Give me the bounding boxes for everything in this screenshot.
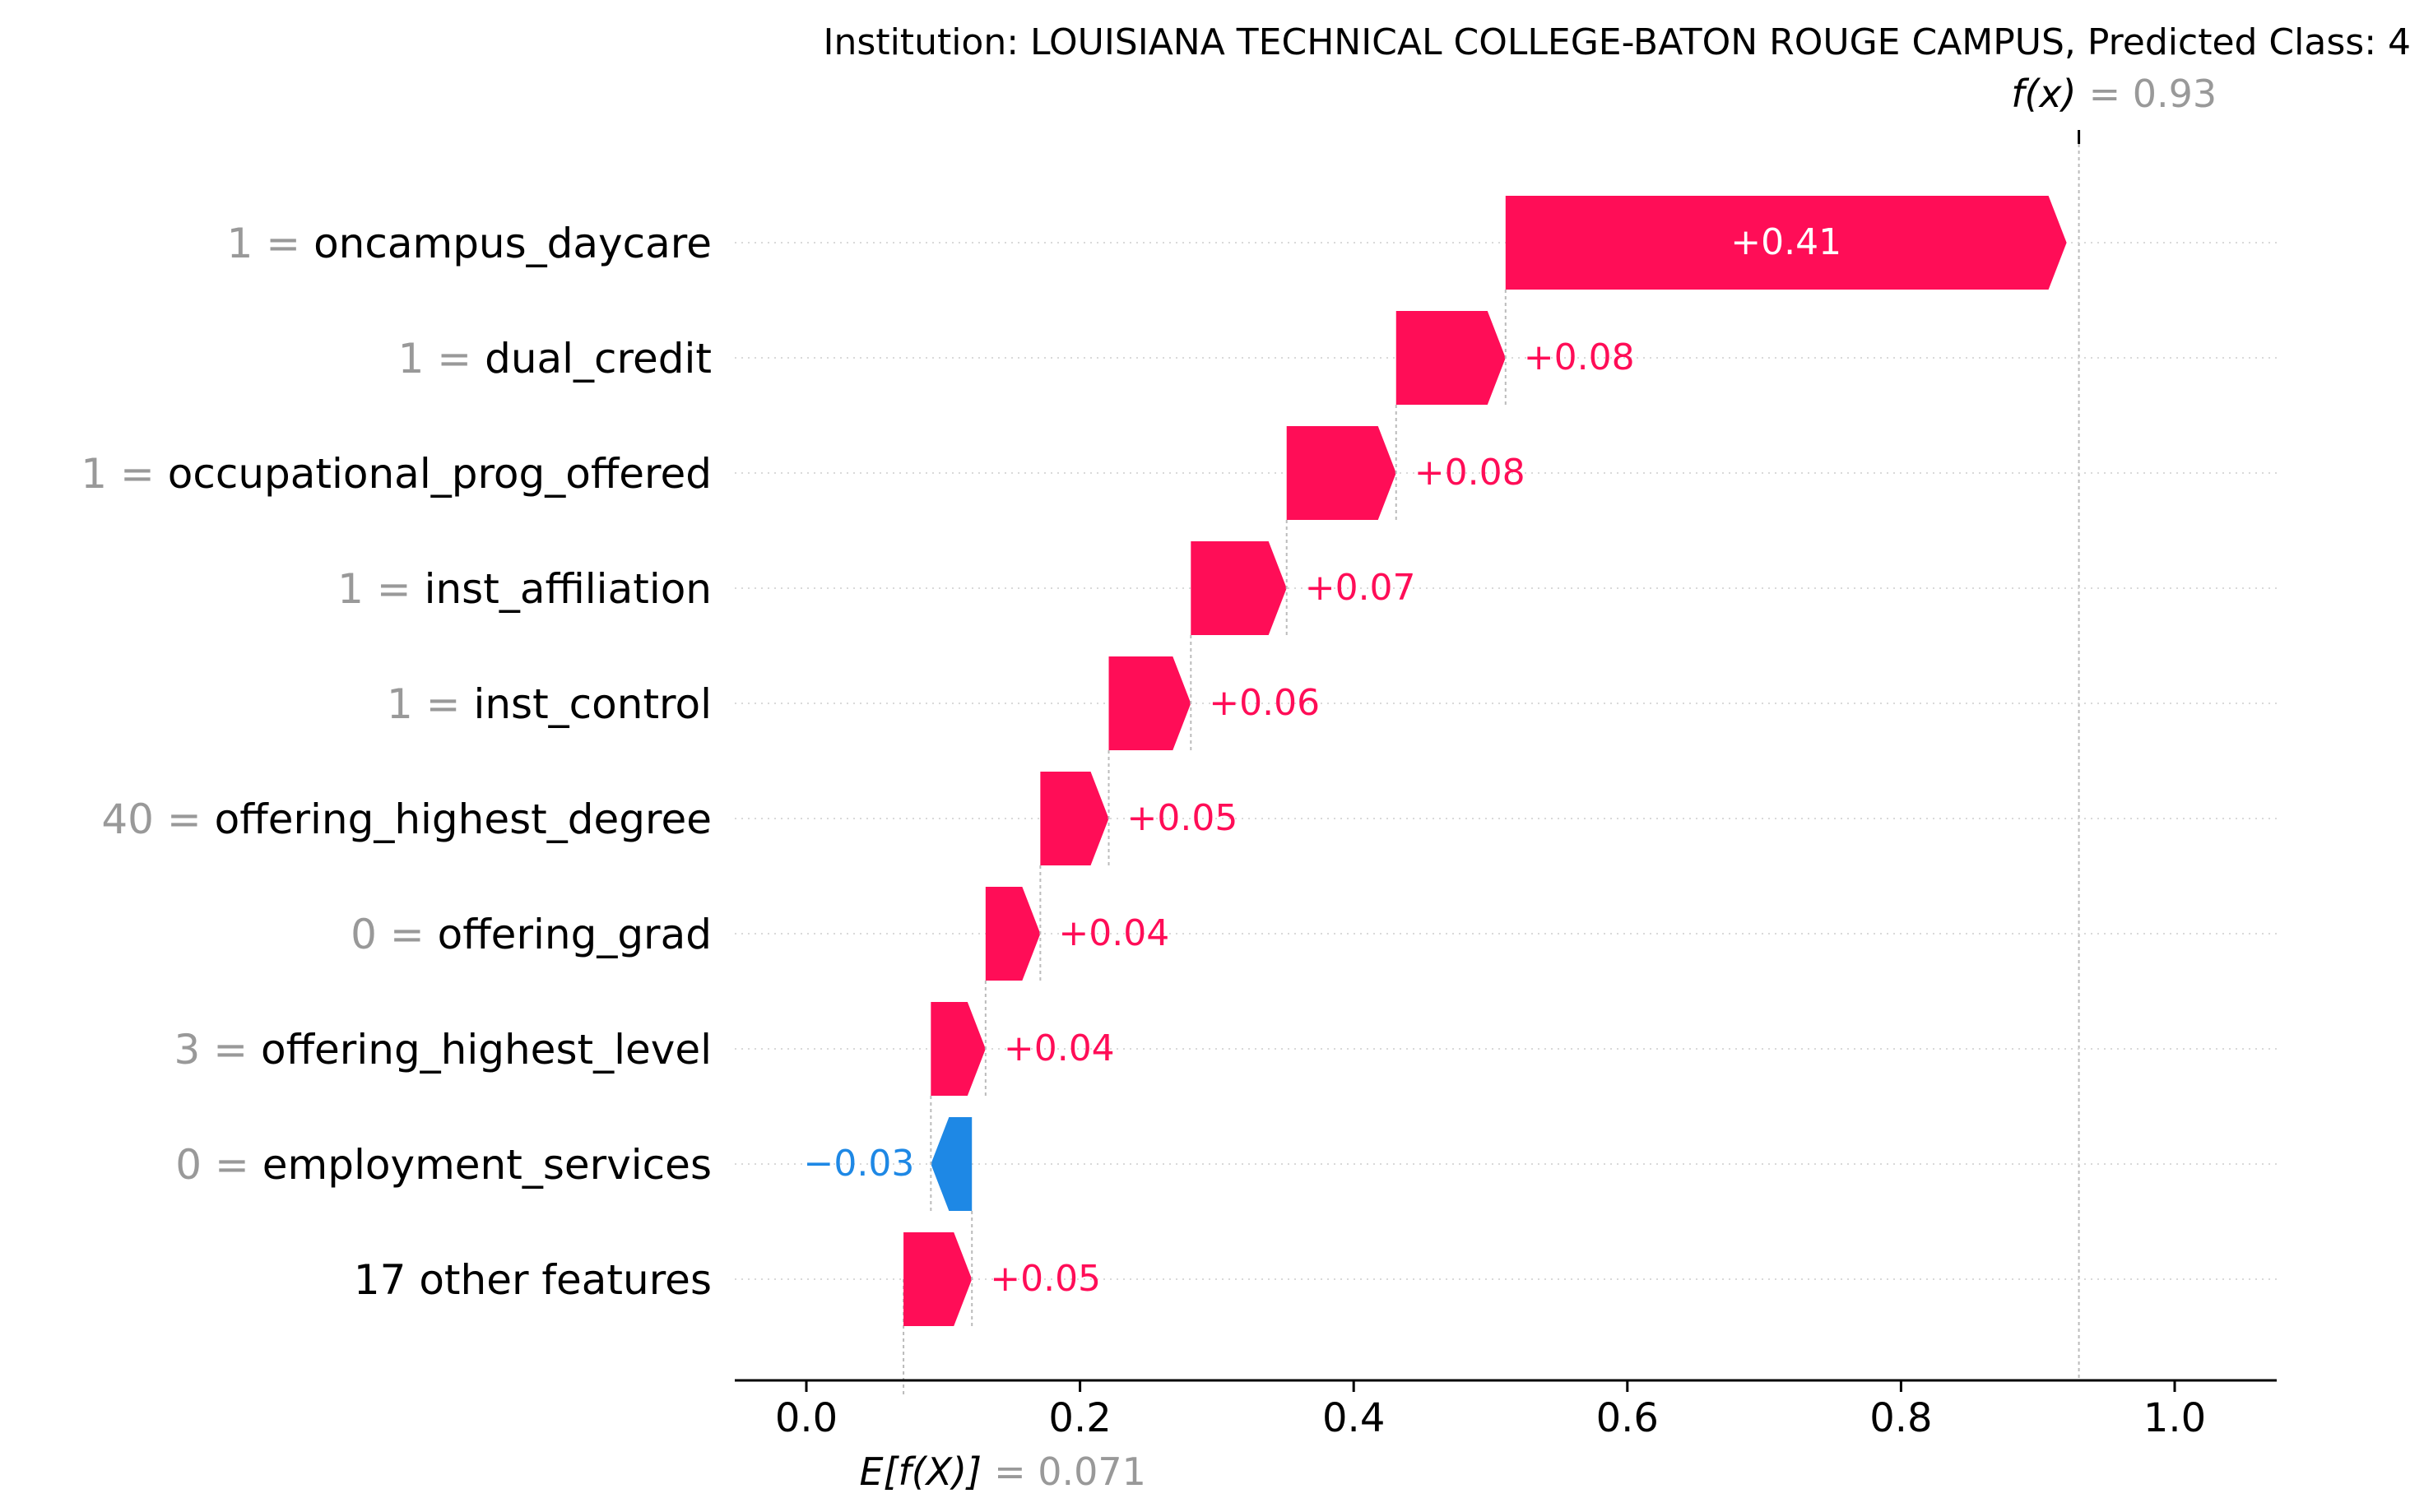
feature-value: 1 = bbox=[387, 680, 474, 728]
feature-name: oncampus_daycare bbox=[313, 220, 712, 267]
feature-value: 40 = bbox=[101, 795, 214, 843]
feature-label: 1 = oncampus_daycare bbox=[227, 220, 712, 267]
feature-label: 17 other features bbox=[354, 1256, 712, 1304]
bar-value-label: −0.03 bbox=[803, 1143, 914, 1185]
bar-value-label: +0.07 bbox=[1305, 567, 1416, 609]
chart-title: Institution: LOUISIANA TECHNICAL COLLEGE… bbox=[824, 21, 2411, 63]
feature-value: 3 = bbox=[174, 1026, 262, 1074]
contribution-bar bbox=[1505, 196, 2067, 290]
x-tick-label: 0.6 bbox=[1596, 1395, 1659, 1441]
contribution-bar bbox=[931, 1117, 973, 1211]
fx-value: = 0.93 bbox=[2089, 72, 2217, 116]
feature-name: offering_highest_level bbox=[261, 1026, 712, 1074]
bar-value-label: +0.05 bbox=[1127, 797, 1238, 839]
contribution-bar bbox=[903, 1232, 973, 1326]
feature-label: 1 = inst_control bbox=[387, 680, 712, 728]
x-tick-label: 0.4 bbox=[1322, 1395, 1385, 1441]
base-value-label: E[f(X)] bbox=[860, 1449, 982, 1494]
bar-value-label: +0.04 bbox=[1004, 1027, 1115, 1069]
feature-name: inst_affiliation bbox=[425, 565, 712, 613]
feature-name: 17 other features bbox=[354, 1256, 712, 1304]
feature-name: occupational_prog_offered bbox=[168, 450, 712, 498]
contribution-bar bbox=[1191, 541, 1287, 635]
base-value: = 0.071 bbox=[994, 1449, 1146, 1494]
feature-name: inst_control bbox=[473, 680, 712, 728]
feature-name: offering_highest_degree bbox=[215, 795, 712, 843]
feature-label: 1 = dual_credit bbox=[398, 335, 712, 383]
feature-label: 40 = offering_highest_degree bbox=[101, 795, 712, 843]
base-value-annotation: E[f(X)] = 0.071 bbox=[860, 1449, 1146, 1494]
contribution-bar bbox=[1286, 426, 1396, 520]
feature-value: 1 = bbox=[81, 450, 168, 498]
contribution-bar bbox=[1108, 656, 1191, 750]
contribution-bar bbox=[1395, 311, 1506, 405]
feature-value: 0 = bbox=[351, 911, 438, 958]
contribution-bars: +0.41 +0.08 +0.08 +0.07 +0.06 +0.05 +0.04 +0.04… bbox=[803, 196, 2067, 1326]
feature-value: 1 = bbox=[227, 220, 314, 267]
feature-value: 1 = bbox=[337, 565, 425, 613]
x-tick-label: 0.0 bbox=[775, 1395, 838, 1441]
bar-value-label: +0.04 bbox=[1058, 912, 1169, 954]
bar-value-label: +0.08 bbox=[1524, 336, 1635, 378]
feature-name: employment_services bbox=[262, 1141, 712, 1189]
feature-name: offering_grad bbox=[438, 911, 712, 958]
contribution-bar bbox=[931, 1002, 986, 1096]
contribution-bar bbox=[985, 887, 1041, 981]
x-axis: 0.0 0.2 0.4 0.6 0.8 1.0 bbox=[735, 1379, 2277, 1441]
bar-value-label: +0.08 bbox=[1414, 452, 1525, 494]
x-tick-label: 0.2 bbox=[1048, 1395, 1111, 1441]
feature-label: 1 = occupational_prog_offered bbox=[81, 450, 712, 498]
bar-value-label: +0.05 bbox=[990, 1258, 1101, 1300]
bar-value-label: +0.06 bbox=[1209, 682, 1320, 724]
feature-label: 0 = offering_grad bbox=[351, 911, 712, 958]
feature-value: 1 = bbox=[398, 335, 485, 383]
contribution-bar bbox=[1040, 772, 1109, 865]
x-tick-label: 0.8 bbox=[1869, 1395, 1932, 1441]
feature-label: 3 = offering_highest_level bbox=[174, 1026, 713, 1074]
feature-value: 0 = bbox=[175, 1141, 262, 1189]
fx-label: f(x) bbox=[2011, 72, 2076, 116]
x-tick-label: 1.0 bbox=[2143, 1395, 2206, 1441]
bar-value-label: +0.41 bbox=[1730, 221, 1841, 263]
feature-label: 0 = employment_services bbox=[175, 1141, 712, 1189]
feature-name: dual_credit bbox=[485, 335, 712, 383]
fx-annotation: f(x) = 0.93 bbox=[2011, 72, 2217, 116]
feature-label: 1 = inst_affiliation bbox=[337, 565, 712, 613]
